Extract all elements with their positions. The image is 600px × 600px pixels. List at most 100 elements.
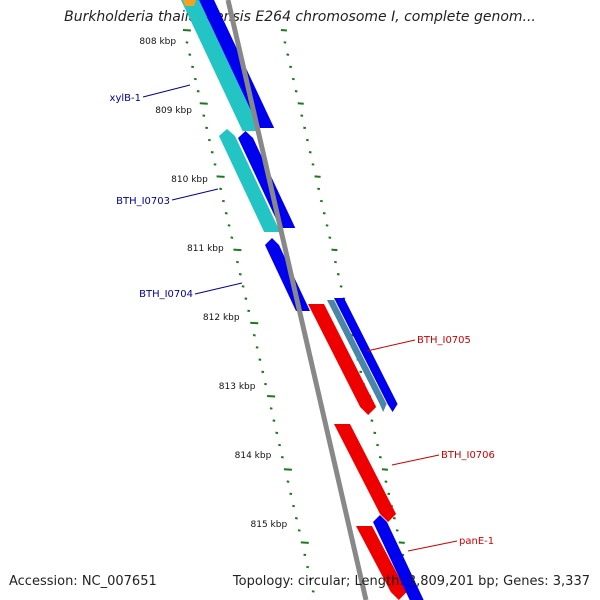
tick-mark bbox=[283, 41, 287, 44]
map-title: Burkholderia thailandensis E264 chromoso… bbox=[64, 9, 536, 25]
tick-mark bbox=[314, 175, 321, 178]
tick-mark bbox=[199, 102, 208, 105]
tick-mark bbox=[305, 138, 309, 142]
gene-leader-line bbox=[171, 188, 219, 201]
tick-mark bbox=[272, 419, 276, 422]
tick-mark bbox=[370, 419, 374, 422]
tick-mark bbox=[294, 90, 298, 93]
tick-mark bbox=[392, 517, 396, 520]
tick-mark bbox=[283, 468, 292, 471]
tick-mark bbox=[381, 468, 388, 471]
gene-label: panE-1 bbox=[459, 536, 494, 547]
tick-mark bbox=[255, 346, 259, 349]
tick-mark bbox=[193, 77, 197, 81]
tick-mark bbox=[210, 151, 214, 154]
gene-label: BTH_I0704 bbox=[139, 289, 193, 300]
tick-mark bbox=[238, 273, 242, 276]
tick-mark bbox=[286, 53, 290, 56]
gene-feature-BTH_I0704 bbox=[265, 238, 311, 311]
tick-mark bbox=[188, 53, 192, 56]
tick-mark bbox=[300, 541, 309, 544]
tick-mark bbox=[289, 65, 293, 69]
genome-summary-text: Topology: circular; Length: 3,809,201 bp… bbox=[232, 574, 590, 589]
tick-mark bbox=[224, 212, 228, 215]
tick-mark bbox=[275, 431, 279, 435]
tick-mark bbox=[247, 309, 251, 313]
tick-mark bbox=[269, 407, 273, 410]
tick-mark bbox=[191, 65, 195, 69]
tick-mark bbox=[300, 114, 304, 117]
gene-feature-panE-1-fwd bbox=[373, 515, 424, 600]
chromosome-backbone bbox=[225, 0, 369, 600]
tick-mark bbox=[384, 480, 388, 483]
tick-mark bbox=[286, 480, 290, 483]
tick-mark bbox=[261, 370, 265, 374]
tick-mark bbox=[331, 248, 338, 252]
tick-mark bbox=[250, 321, 259, 325]
tick-label: 815 kbp bbox=[251, 520, 288, 530]
gene-feature-BTH_I0703-b bbox=[238, 131, 296, 228]
tick-mark bbox=[213, 163, 217, 166]
gene-feature-BTH_I0703 bbox=[219, 129, 281, 232]
gene-feature-xylB-1 bbox=[181, 0, 261, 131]
gene-feature-orange bbox=[183, 0, 196, 6]
gene-leader-line bbox=[142, 84, 191, 98]
tick-mark bbox=[387, 492, 391, 496]
tick-mark bbox=[376, 443, 380, 447]
tick-mark bbox=[221, 199, 225, 203]
tick-mark bbox=[289, 492, 293, 496]
tick-mark bbox=[373, 431, 377, 435]
tick-mark bbox=[297, 529, 301, 532]
tick-mark bbox=[227, 224, 231, 227]
tick-mark bbox=[219, 187, 223, 191]
gene-label: xylB-1 bbox=[110, 93, 141, 104]
tick-mark bbox=[202, 114, 206, 117]
tick-mark bbox=[303, 126, 307, 130]
tick-mark bbox=[280, 456, 284, 459]
tick-mark bbox=[291, 77, 295, 81]
tick-mark bbox=[297, 102, 304, 105]
gene-features bbox=[181, 0, 424, 600]
tick-mark bbox=[339, 285, 343, 288]
gene-feature-BTH_I0705-gc bbox=[327, 300, 387, 412]
tick-label: 814 kbp bbox=[235, 451, 272, 461]
tick-mark bbox=[334, 260, 337, 264]
tick-mark bbox=[182, 29, 191, 32]
tick-mark bbox=[236, 260, 239, 264]
tick-mark bbox=[244, 297, 248, 300]
tick-mark bbox=[308, 578, 312, 581]
tick-mark bbox=[294, 517, 298, 520]
tick-mark bbox=[359, 370, 363, 374]
tick-mark bbox=[258, 358, 262, 361]
tick-mark bbox=[317, 187, 321, 191]
gene-leader-line bbox=[366, 339, 416, 352]
tick-mark bbox=[196, 90, 200, 93]
tick-mark bbox=[216, 175, 225, 178]
tick-label: 808 kbp bbox=[139, 37, 176, 47]
gene-feature-BTH_I0706 bbox=[334, 424, 397, 522]
tick-mark bbox=[378, 456, 382, 459]
tick-mark bbox=[311, 163, 315, 166]
gene-feature-forward bbox=[199, 0, 275, 128]
tick-mark bbox=[280, 29, 287, 32]
tick-mark bbox=[303, 553, 307, 557]
tick-mark bbox=[230, 236, 234, 239]
tick-mark bbox=[252, 334, 256, 337]
tick-labels: 808 kbp 809 kbp 810 kbp 811 kbp 812 kbp 813 k… bbox=[139, 37, 287, 530]
tick-label: 809 kbp bbox=[155, 106, 192, 116]
tick-mark bbox=[319, 199, 323, 203]
tick-mark bbox=[205, 126, 209, 130]
tick-mark bbox=[278, 443, 282, 447]
tick-mark bbox=[398, 541, 405, 544]
tick-mark bbox=[207, 138, 211, 142]
gene-label: BTH_I0703 bbox=[116, 196, 170, 207]
gene-labels: xylB-1 BTH_I0703 BTH_I0704 BTH_I0705 BTH_I07… bbox=[110, 84, 495, 552]
gene-label: BTH_I0706 bbox=[441, 450, 495, 461]
tick-label: 813 kbp bbox=[219, 382, 256, 392]
tick-mark bbox=[328, 236, 332, 239]
gene-feature-panE-1 bbox=[356, 526, 407, 600]
tick-mark bbox=[325, 224, 329, 227]
tick-label: 812 kbp bbox=[203, 313, 240, 323]
tick-mark bbox=[241, 285, 245, 288]
